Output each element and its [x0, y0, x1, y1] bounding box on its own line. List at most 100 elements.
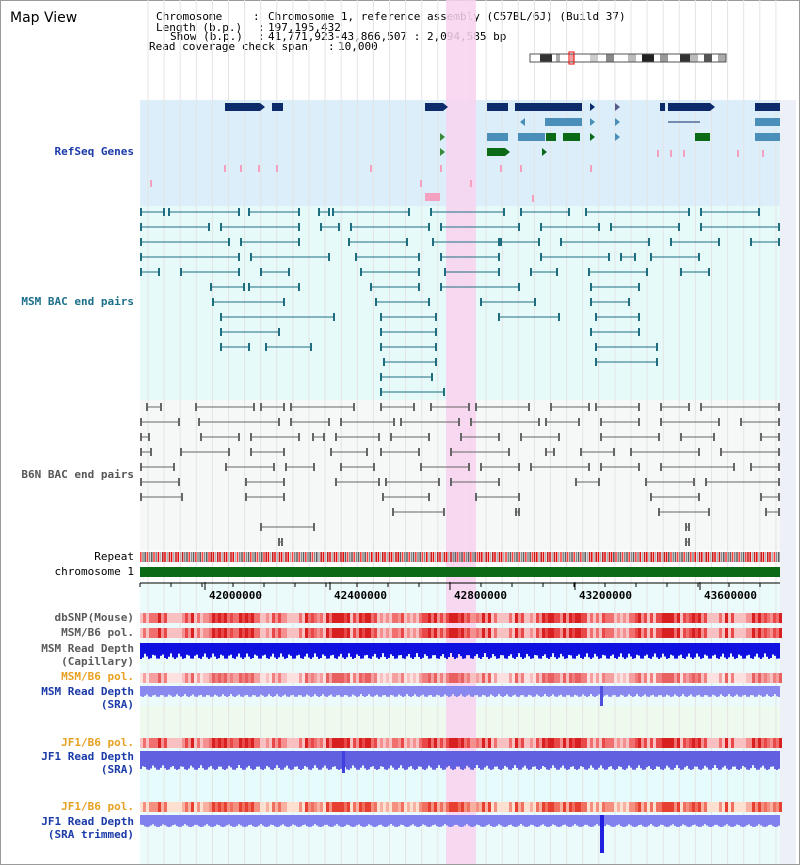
- jf1-pol2-cell: [764, 802, 767, 812]
- msm-b6-pol2-cell: [368, 673, 371, 683]
- jf1-depth-trim-bar: [282, 815, 284, 825]
- msm-b6-pol2-cell: [326, 673, 329, 683]
- jf1-depth-trim-bar: [606, 815, 608, 825]
- jf1-depth-sra-bar: [470, 751, 472, 770]
- msm-b6-pol-cell: [635, 628, 638, 638]
- msm-depth-sra-bar: [744, 686, 746, 695]
- msm-depth-sra-bar: [694, 686, 696, 697]
- jf1-depth-sra-bar: [742, 751, 744, 766]
- gene-strand-arrow: [443, 103, 448, 111]
- bac-end-mark: [680, 433, 682, 441]
- track-label-jf1-pol-2[interactable]: JF1/B6 pol.: [61, 800, 134, 813]
- msm-b6-pol-cell: [599, 628, 602, 638]
- jf1-pol2-cell: [566, 802, 569, 812]
- jf1-pol2-cell: [149, 802, 152, 812]
- jf1-pol-cell: [464, 738, 467, 748]
- msm-depth-cap-bar: [614, 643, 616, 659]
- msm-depth-cap-bar: [592, 643, 594, 658]
- jf1-depth-trim-bar: [708, 815, 710, 827]
- track-label-msm-b6-pol[interactable]: MSM/B6 pol.: [61, 626, 134, 639]
- jf1-depth-trim-bar: [720, 815, 722, 827]
- repeat-block: [703, 552, 705, 562]
- track-label-jf1-depth-sra[interactable]: JF1 Read Depth: [41, 750, 134, 763]
- bac-end-mark: [318, 208, 320, 216]
- jf1-pol-cell: [752, 738, 755, 748]
- track-label-msm-bac[interactable]: MSM BAC end pairs: [21, 295, 134, 308]
- msm-b6-pol2-cell: [209, 673, 212, 683]
- msm-depth-cap-bar: [340, 643, 342, 654]
- jf1-depth-sra-bar: [290, 751, 292, 770]
- track-label-dbsnp[interactable]: dbSNP(Mouse): [54, 611, 134, 624]
- jf1-depth-trim-bar: [442, 815, 444, 826]
- jf1-depth-trim-bar: [362, 815, 364, 827]
- repeat-block: [459, 552, 461, 562]
- msm-depth-sra-bar: [708, 686, 710, 697]
- repeat-block: [586, 552, 589, 562]
- jf1-depth-sra-bar: [182, 751, 184, 767]
- msm-depth-cap-bar: [388, 643, 390, 658]
- track-label-msm-depth-cap[interactable]: MSM Read Depth: [41, 642, 134, 655]
- jf1-depth-trim-bar: [390, 815, 392, 825]
- jf1-depth-sra-bar: [564, 751, 566, 769]
- jf1-pol2-cell: [659, 802, 662, 812]
- bac-end-mark: [435, 343, 437, 351]
- msm-depth-cap-bar: [182, 643, 184, 659]
- jf1-pol-cell: [164, 738, 167, 748]
- repeat-block: [241, 552, 243, 562]
- track-label-chromosome[interactable]: chromosome 1: [54, 565, 134, 578]
- gene-strand-arrow: [615, 103, 620, 111]
- repeat-block: [311, 552, 314, 562]
- gene-feature: [272, 103, 283, 111]
- track-label-b6n-bac[interactable]: B6N BAC end pairs: [21, 468, 134, 481]
- dbsnp-cell: [761, 613, 764, 623]
- track-label-repeat[interactable]: Repeat: [94, 550, 134, 563]
- jf1-depth-trim-bar: [642, 815, 644, 827]
- dbsnp-cell: [620, 613, 623, 623]
- track-label-msm-depth-sra[interactable]: MSM Read Depth: [41, 685, 134, 698]
- jf1-depth-sra-bar: [670, 751, 672, 770]
- msm-depth-sra-bar: [624, 686, 626, 697]
- jf1-depth-trim-bar: [388, 815, 390, 826]
- jf1-pol2-cell: [725, 802, 728, 812]
- jf1-depth-sra-bar: [746, 751, 748, 770]
- msm-depth-sra-bar: [224, 686, 226, 697]
- msm-depth-sra-bar: [612, 686, 614, 696]
- repeat-block: [399, 552, 402, 562]
- jf1-depth-trim-bar: [168, 815, 170, 827]
- track-label-msm-b6-pol-2[interactable]: MSM/B6 pol.: [61, 670, 134, 683]
- dbsnp-cell: [668, 613, 671, 623]
- jf1-pol2-cell: [650, 802, 653, 812]
- repeat-block: [492, 552, 494, 562]
- dbsnp-cell: [521, 613, 524, 623]
- jf1-depth-trim-bar: [660, 815, 662, 825]
- jf1-depth-trim-bar: [308, 815, 310, 827]
- track-label-jf1-depth-trim[interactable]: JF1 Read Depth: [41, 815, 134, 828]
- msm-depth-cap-bar: [212, 643, 214, 654]
- repeat-block: [661, 552, 663, 562]
- jf1-pol2-cell: [569, 802, 572, 812]
- track-label-refseq[interactable]: RefSeq Genes: [54, 145, 134, 158]
- jf1-pol2-cell: [188, 802, 191, 812]
- msm-b6-pol-cell: [569, 628, 572, 638]
- msm-depth-cap-bar: [418, 643, 420, 657]
- track-label-jf1-pol[interactable]: JF1/B6 pol.: [61, 736, 134, 749]
- repeat-block: [670, 552, 672, 562]
- jf1-pol-cell: [488, 738, 491, 748]
- jf1-pol-cell: [560, 738, 563, 748]
- bac-end-mark: [530, 463, 532, 471]
- jf1-pol-cell: [452, 738, 455, 748]
- msm-depth-cap-bar: [574, 643, 576, 659]
- bac-end-mark: [598, 478, 600, 486]
- msm-depth-sra-bar: [324, 686, 326, 697]
- msm-depth-sra-bar: [770, 686, 772, 697]
- msm-depth-cap-bar: [740, 643, 742, 656]
- jf1-depth-sra-bar: [546, 751, 548, 770]
- msm-depth-sra-bar: [516, 686, 518, 697]
- gene-mark: [683, 150, 685, 157]
- jf1-depth-sra-bar: [754, 751, 756, 768]
- msm-b6-pol2-cell: [437, 673, 440, 683]
- msm-depth-cap-bar: [586, 643, 588, 654]
- jf1-pol2-cell: [359, 802, 362, 812]
- msm-depth-cap-bar: [720, 643, 722, 657]
